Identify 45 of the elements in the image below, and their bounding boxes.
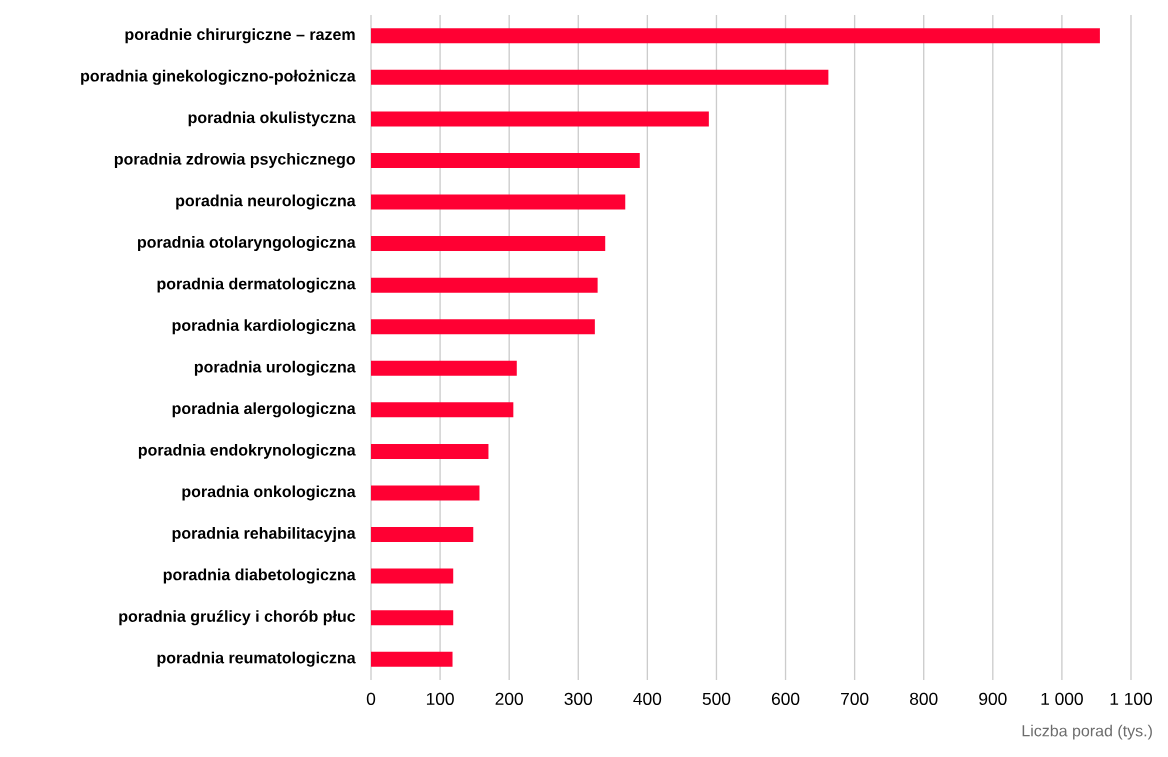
y-tick-label: poradnia rehabilitacyjna	[172, 527, 356, 542]
y-tick-label: poradnia neurologiczna	[176, 194, 356, 210]
y-tick-label: poradnia reumatologiczna	[157, 651, 356, 667]
x-tick-label: 400	[633, 692, 662, 705]
x-tick-label: 700	[841, 692, 869, 705]
y-tick-label: poradnia otolaryngologiczna	[137, 236, 356, 252]
bar	[371, 651, 453, 667]
y-tick-label: poradnia alergologiczna	[172, 402, 356, 418]
x-tick-label: 1 100	[1110, 692, 1152, 705]
y-tick-label: poradnia urologiczna	[194, 360, 356, 376]
bar	[371, 69, 829, 85]
y-tick-label: poradnia gruźlicy i chorób płuc	[119, 610, 356, 626]
x-tick-label: 900	[979, 692, 1007, 705]
bar	[371, 360, 517, 376]
bar	[371, 568, 454, 584]
bar	[371, 402, 514, 418]
x-tick-label: 200	[495, 692, 523, 705]
y-tick-label: poradnia dermatologiczna	[157, 277, 356, 293]
bar	[371, 610, 454, 626]
x-tick-label: 500	[702, 692, 731, 705]
bar	[371, 152, 640, 168]
bar	[371, 277, 598, 293]
x-tick-label: 0	[366, 692, 376, 705]
x-tick-label: 600	[771, 692, 800, 705]
bar	[371, 485, 480, 501]
bar	[371, 443, 489, 459]
bar	[371, 194, 626, 210]
x-tick-label: 1 000	[1041, 692, 1083, 705]
bar	[371, 527, 474, 543]
y-tick-label: poradnia onkologiczna	[182, 485, 356, 501]
y-tick-label: poradnia kardiologiczna	[172, 319, 356, 335]
x-tick-label: 800	[910, 692, 938, 705]
bar	[371, 236, 606, 252]
bar	[371, 111, 709, 127]
y-tick-label: poradnia diabetologiczna	[163, 568, 356, 584]
bar	[371, 28, 1100, 44]
y-tick-label: poradnia ginekologiczno-położnicza	[81, 69, 356, 85]
x-tick-label: 300	[564, 692, 593, 705]
y-tick-label: poradnia zdrowia psychicznego	[114, 152, 355, 168]
y-tick-label: poradnia okulistyczna	[188, 111, 356, 127]
y-tick-label: poradnia endokrynologiczna	[138, 443, 356, 459]
x-axis-title: Liczba porad (tys.)	[1022, 724, 1152, 740]
y-tick-label: poradnie chirurgiczne – razem	[125, 28, 355, 44]
x-tick-label: 100	[426, 692, 454, 705]
bar	[371, 319, 595, 335]
